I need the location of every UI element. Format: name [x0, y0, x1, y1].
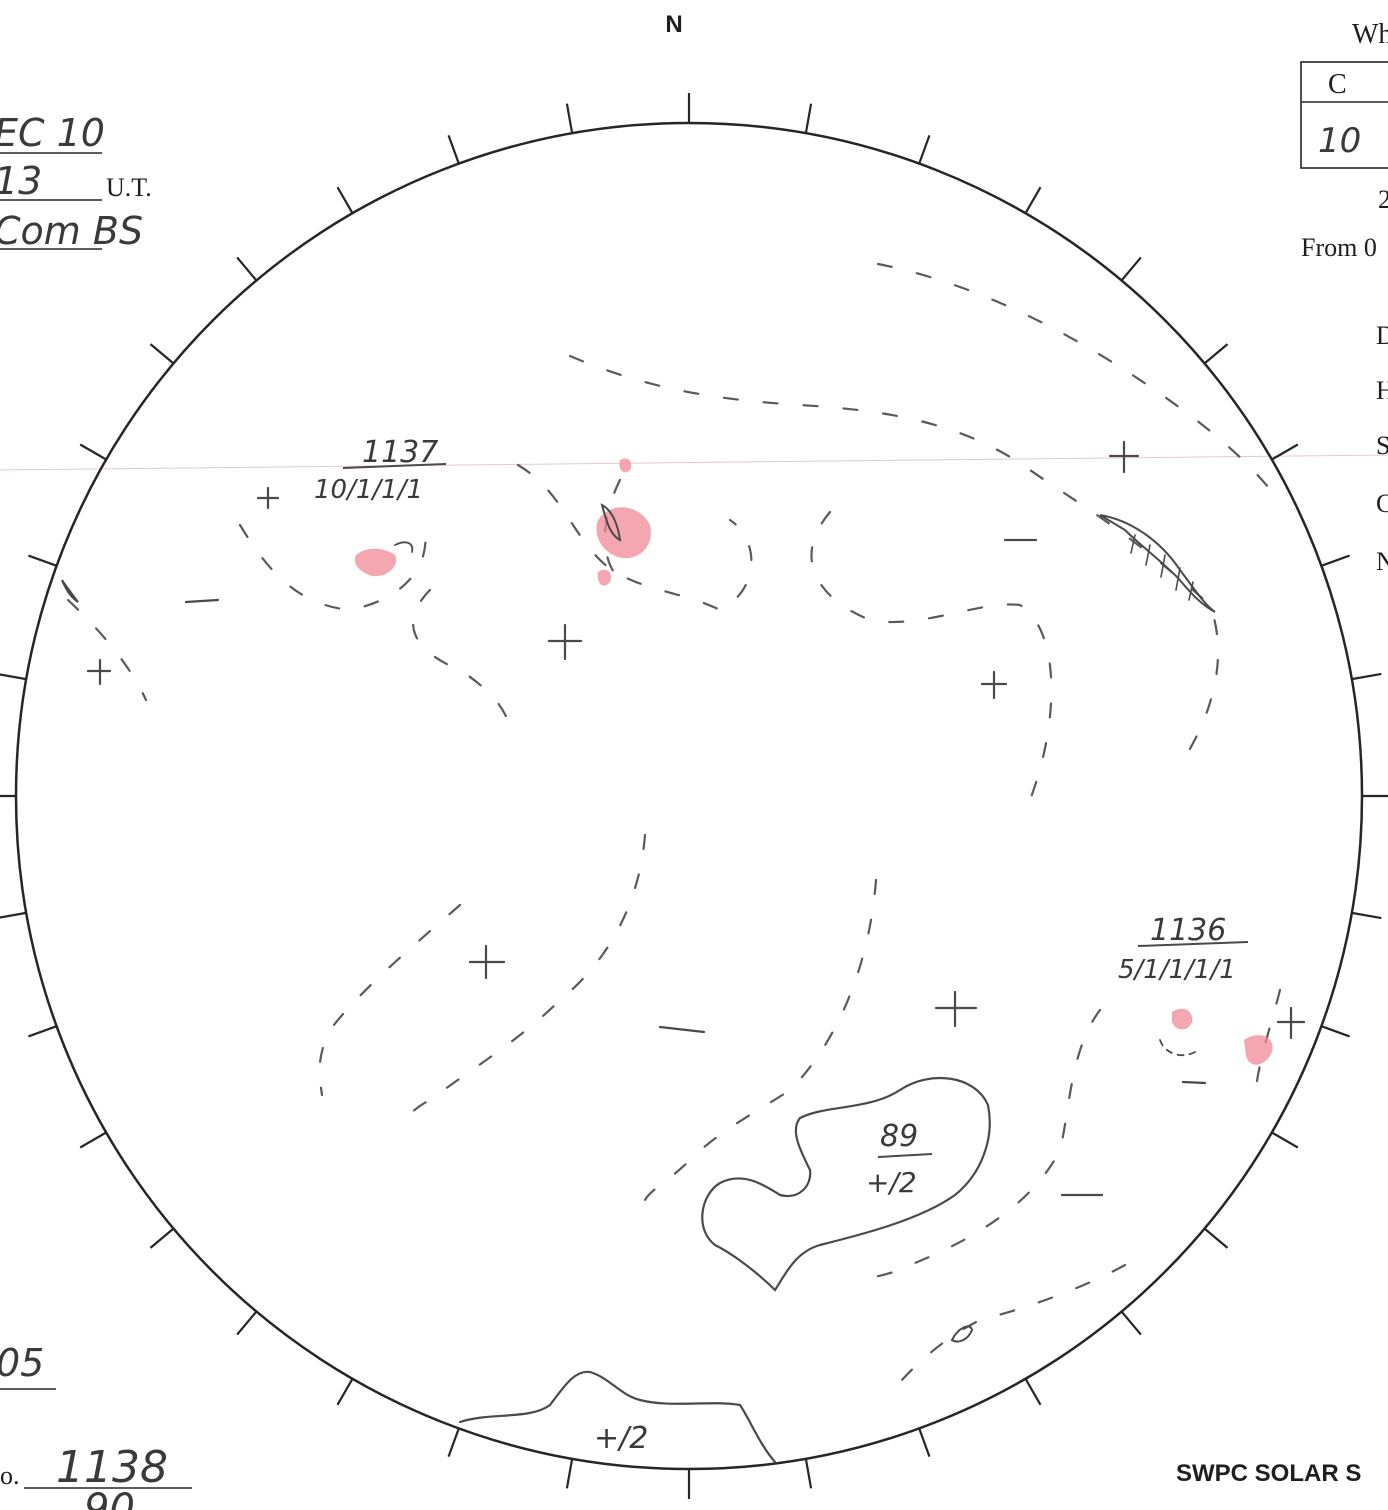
limb-tick — [1203, 343, 1229, 365]
north-label: N — [665, 11, 682, 38]
header-fragment: Wh — [1352, 19, 1388, 50]
solar-disk — [14, 121, 1364, 1471]
note-observer: Com BS — [0, 209, 143, 253]
limb-tick — [1271, 443, 1299, 461]
header-line-2: 2 — [1378, 185, 1388, 214]
polarity-plus-marks — [86, 440, 1306, 1040]
limb-tick — [565, 1458, 574, 1489]
region-1136: 1136 5/1/1/1/1 — [1118, 913, 1273, 1065]
filament-south-label: +/2 — [594, 1421, 648, 1456]
plage-group-central — [596, 458, 651, 586]
plage-1137 — [354, 548, 397, 577]
ut-label: U.T. — [106, 173, 152, 202]
limb-tick — [447, 1428, 460, 1457]
no-prefix: o. — [0, 1461, 20, 1490]
region-1136-class: 5/1/1/1/1 — [1118, 955, 1236, 985]
limb-tick — [149, 343, 175, 365]
limb-tick — [1351, 911, 1382, 920]
filament-central: 89 +/2 — [701, 1076, 991, 1292]
scan-line — [0, 454, 1388, 471]
limb-ticks — [0, 93, 1388, 1499]
limb-tick — [447, 135, 460, 164]
table-col-label: C — [1328, 69, 1347, 100]
limb-tick — [79, 443, 107, 461]
region-1137: 1137 10/1/1/1 — [314, 435, 447, 577]
limb-tick — [1321, 554, 1350, 567]
limb-tick — [918, 135, 931, 164]
limb-tick — [1120, 1310, 1142, 1336]
side-letter-2: H — [1376, 376, 1388, 405]
limb-tick — [149, 1227, 175, 1249]
limb-tick — [1024, 186, 1042, 214]
side-letter-3: S — [1376, 431, 1388, 460]
limb-tick — [565, 103, 574, 134]
filament-west-limb — [61, 579, 79, 603]
spot-1137 — [394, 541, 414, 553]
from-label: From 0 — [1301, 233, 1377, 262]
note-date: EC 10 — [0, 111, 105, 155]
limb-tick — [1120, 256, 1142, 282]
limb-tick — [1351, 672, 1382, 681]
limb-tick — [28, 1025, 57, 1038]
note-time: 13 — [0, 159, 42, 203]
filament-central-bottom: +/2 — [866, 1166, 917, 1199]
neutral-lines — [66, 262, 1284, 1390]
footer-brand: SWPC SOLAR S — [1176, 1460, 1361, 1487]
filament-northeast — [1099, 514, 1216, 613]
limb-tick — [236, 1310, 258, 1336]
limb-tick — [236, 256, 258, 282]
limb-tick — [918, 1428, 931, 1457]
side-letter-1: D — [1376, 321, 1388, 350]
limb-tick — [1321, 1025, 1350, 1038]
polarity-bars — [184, 538, 1207, 1197]
filament-south-limb: +/2 — [458, 1370, 777, 1464]
limb-tick — [0, 911, 27, 919]
limb-tick — [1024, 1378, 1042, 1406]
small-filament — [950, 1325, 974, 1343]
side-letter-5: N — [1376, 547, 1388, 576]
limb-tick — [79, 1131, 107, 1149]
table-col-value: 10 — [1318, 121, 1361, 161]
no-value-below: 90 — [84, 1486, 135, 1510]
limb-tick — [0, 673, 27, 681]
side-letter-4: C — [1376, 489, 1388, 518]
note-bottom-value: 05 — [0, 1341, 44, 1385]
limb-tick — [336, 186, 354, 214]
region-1136-number: 1136 — [1150, 913, 1226, 948]
limb-tick — [1203, 1227, 1229, 1249]
filament-central-top: 89 — [880, 1119, 918, 1154]
no-value: 1138 — [56, 1442, 168, 1493]
limb-tick — [804, 103, 813, 134]
limb-tick — [28, 554, 57, 567]
limb-tick — [336, 1378, 354, 1406]
spot-central — [600, 503, 622, 542]
carrington-table: C 10 — [1300, 61, 1388, 169]
limb-tick — [1271, 1131, 1299, 1149]
limb-tick — [804, 1458, 813, 1489]
region-1137-class: 10/1/1/1 — [314, 475, 423, 505]
